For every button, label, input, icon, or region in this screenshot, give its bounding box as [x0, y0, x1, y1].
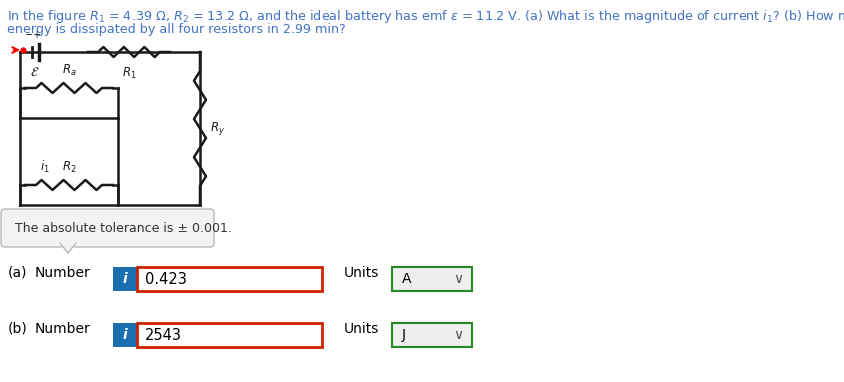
Text: $\mathcal{E}$: $\mathcal{E}$ [30, 66, 40, 79]
Text: A: A [402, 272, 412, 286]
Text: −: − [25, 30, 33, 40]
Text: Number: Number [35, 322, 91, 336]
Text: $R_2$: $R_2$ [62, 160, 76, 175]
Text: ∨: ∨ [453, 272, 463, 286]
Text: (a): (a) [8, 266, 28, 280]
FancyBboxPatch shape [1, 209, 214, 247]
FancyBboxPatch shape [113, 323, 137, 347]
Text: +: + [32, 30, 40, 40]
Text: i: i [122, 328, 127, 342]
Text: Units: Units [344, 266, 379, 280]
FancyBboxPatch shape [137, 323, 322, 347]
Text: energy is dissipated by all four resistors in 2.99 min?: energy is dissipated by all four resisto… [7, 23, 346, 36]
Text: $R_a$: $R_a$ [62, 63, 76, 78]
Text: In the figure $R_1$ = 4.39 $\Omega$, $R_2$ = 13.2 $\Omega$, and the ideal batter: In the figure $R_1$ = 4.39 $\Omega$, $R_… [7, 8, 844, 25]
FancyBboxPatch shape [392, 267, 472, 291]
Text: 0.423: 0.423 [145, 272, 187, 286]
FancyBboxPatch shape [137, 267, 322, 291]
FancyBboxPatch shape [113, 267, 137, 291]
Text: (b): (b) [8, 322, 28, 336]
Text: $R_y$: $R_y$ [210, 120, 225, 137]
Text: ∨: ∨ [453, 328, 463, 342]
Text: J: J [402, 328, 406, 342]
Text: Units: Units [344, 322, 379, 336]
Text: Number: Number [35, 266, 91, 280]
Text: $i_1$: $i_1$ [41, 159, 50, 175]
Polygon shape [60, 243, 76, 253]
Text: The absolute tolerance is ± 0.001.: The absolute tolerance is ± 0.001. [15, 222, 232, 235]
Text: i: i [122, 272, 127, 286]
Text: $R_1$: $R_1$ [122, 66, 137, 81]
FancyBboxPatch shape [392, 323, 472, 347]
Text: 2543: 2543 [145, 327, 182, 343]
